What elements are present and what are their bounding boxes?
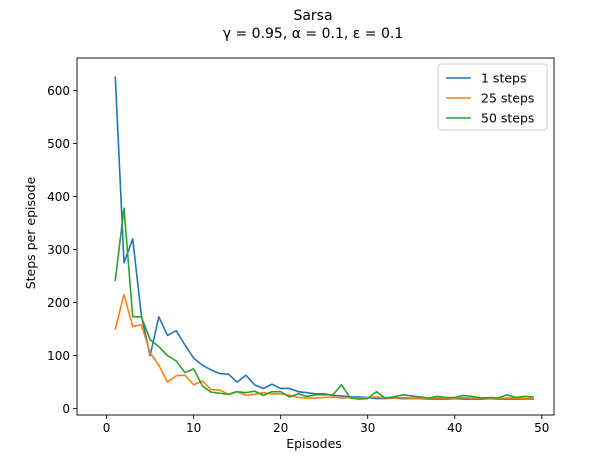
y-tick-label: 100	[47, 349, 70, 363]
series-line-1	[114, 76, 534, 400]
legend: 1 steps 25 steps 50 steps	[437, 63, 548, 131]
legend-label-3: 50 steps	[481, 111, 534, 126]
x-tick-label: 0	[103, 421, 111, 435]
series-line-2	[114, 293, 534, 400]
x-tick-label: 50	[534, 421, 549, 435]
chart-title: Sarsa	[293, 8, 332, 24]
x-axis-label: Episodes	[286, 436, 342, 451]
legend-label-1: 1 steps	[481, 71, 526, 86]
y-tick-label: 500	[47, 137, 70, 151]
x-tick-label: 20	[273, 421, 288, 435]
y-tick-label: 200	[47, 296, 70, 310]
x-tick-label: 30	[360, 421, 375, 435]
y-tick-label: 0	[62, 402, 70, 416]
legend-label-2: 25 steps	[481, 91, 534, 106]
y-axis-label: Steps per episode	[23, 176, 38, 289]
legend-box	[437, 63, 548, 131]
axes-frame	[76, 57, 555, 416]
y-tick-label: 600	[47, 84, 70, 98]
x-tick-label: 40	[447, 421, 462, 435]
x-tick-label: 10	[186, 421, 201, 435]
y-tick-label: 300	[47, 243, 70, 257]
chart-subtitle: γ = 0.95, α = 0.1, ε = 0.1	[223, 26, 403, 42]
y-tick-label: 400	[47, 190, 70, 204]
series-line-3	[114, 207, 534, 400]
